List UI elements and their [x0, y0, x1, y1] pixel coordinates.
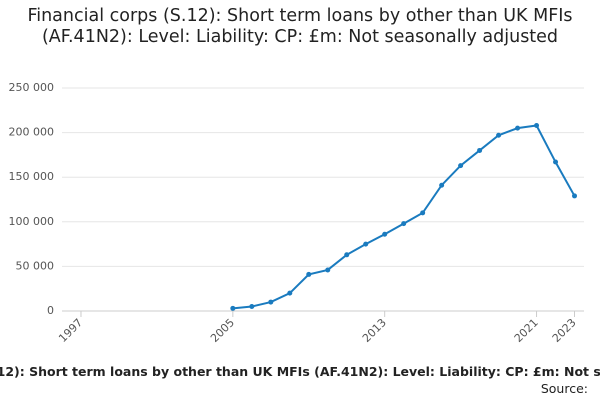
line	[232, 124, 576, 310]
x-tick-label: 1997	[56, 316, 85, 345]
point	[496, 132, 502, 138]
point	[249, 304, 255, 310]
point	[572, 193, 578, 199]
point	[287, 290, 293, 296]
point	[268, 299, 274, 305]
y-tick-label: 250 000	[9, 81, 55, 94]
point	[401, 221, 407, 227]
point	[325, 267, 331, 273]
point	[534, 122, 540, 128]
y-tick-label: 50 000	[16, 259, 55, 272]
x-tick-label: 2013	[360, 316, 389, 345]
point	[420, 210, 426, 216]
y-tick-label: 150 000	[9, 170, 55, 183]
point	[515, 125, 521, 131]
point	[477, 147, 483, 153]
point	[553, 159, 559, 165]
point	[306, 271, 312, 277]
y-tick-label: 100 000	[9, 215, 55, 228]
y-tick-label: 200 000	[9, 126, 55, 139]
caption: Financial corps (S.12): Short term loans…	[0, 364, 600, 379]
point	[439, 182, 445, 188]
chart-title: Financial corps (S.12): Short term loans…	[27, 6, 573, 47]
point	[363, 241, 369, 247]
point	[344, 252, 350, 258]
x-tick-label: 2023	[550, 316, 579, 345]
point	[230, 305, 236, 311]
source: Source:	[540, 381, 588, 396]
x-tick-label: 2005	[208, 316, 237, 345]
point	[458, 163, 464, 169]
point	[382, 231, 388, 237]
x-tick-label: 2021	[512, 316, 541, 345]
y-tick-label: 0	[47, 304, 54, 317]
